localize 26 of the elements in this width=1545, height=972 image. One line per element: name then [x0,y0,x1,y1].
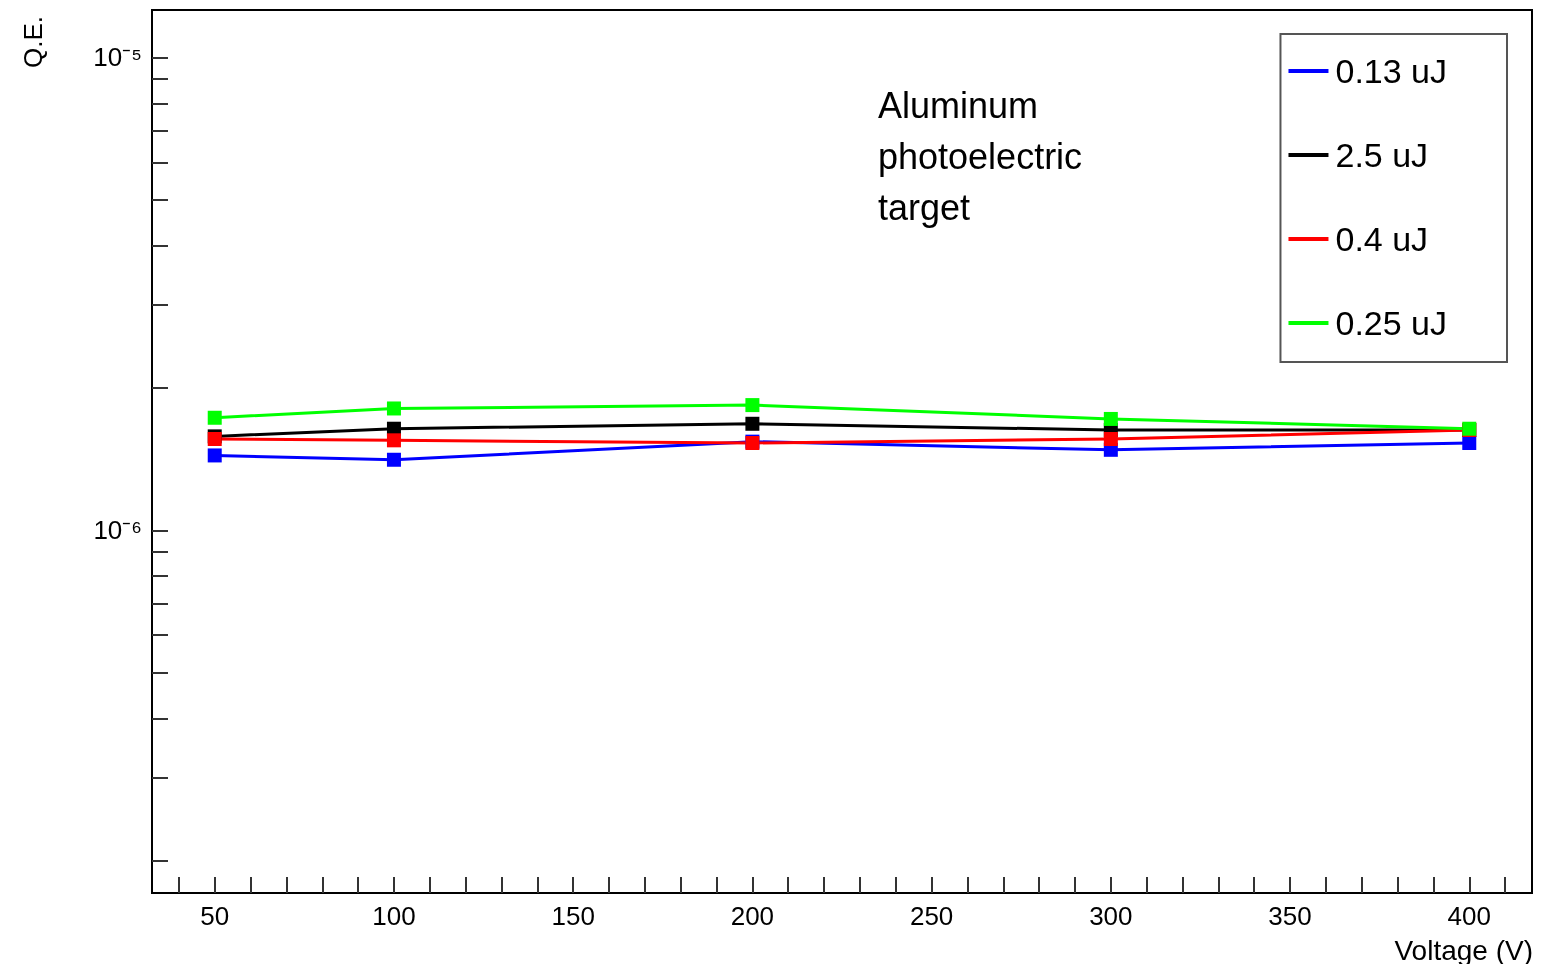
legend-label: 0.13 uJ [1335,52,1447,90]
point [745,416,760,431]
point [207,410,222,425]
x-tick-label: 100 [372,901,416,931]
legend-label: 0.4 uJ [1335,220,1429,258]
x-tick-label: 50 [200,901,230,931]
point [386,452,401,467]
x-tick-label: 300 [1089,901,1133,931]
point [386,401,401,416]
x-tick-label: 150 [551,901,595,931]
y-tick-label: 10⁻⁶ [93,515,142,546]
y-axis-title: Q.E. [18,16,48,69]
point [207,448,222,463]
annotation: Aluminum photoelectric target [878,85,1093,228]
point [1462,435,1477,450]
legend-label: 0.25 uJ [1335,304,1447,342]
point [1103,432,1118,446]
x-tick-label: 400 [1447,901,1491,931]
legend-label: 2.5 uJ [1335,136,1429,174]
point [1103,411,1118,426]
x-tick-label: 250 [909,901,954,931]
point [745,398,760,413]
x-tick-label: 200 [730,901,775,931]
y-tick-label: 10⁻⁵ [93,42,142,73]
point [386,433,401,448]
x-tick-label: 350 [1268,901,1312,931]
